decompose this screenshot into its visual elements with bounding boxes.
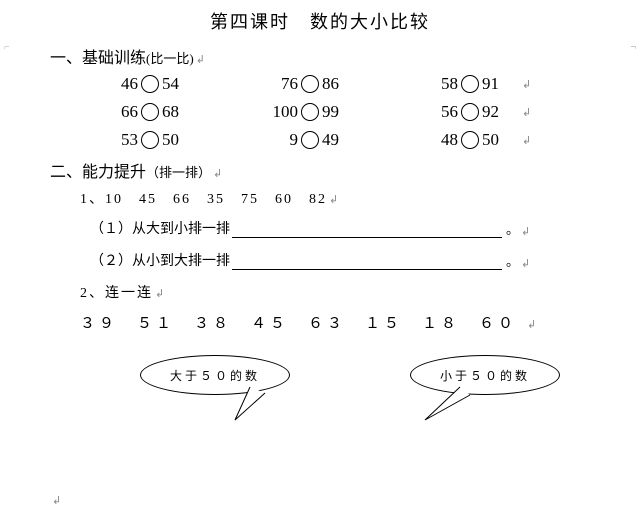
section1-heading-text: 一、基础训练 <box>50 50 146 67</box>
period: 。 <box>506 219 519 238</box>
num-right: 54 <box>162 74 200 94</box>
section2-heading: 二、能力提升（排一排）↲ <box>50 158 590 182</box>
enter-mark: ↲ <box>155 288 166 300</box>
compare-cell: 46 54 <box>100 74 260 94</box>
num-left: 56 <box>420 102 458 122</box>
q2-line: 2、连一连↲ <box>80 282 590 302</box>
enter-mark: ↲ <box>522 106 531 119</box>
circle-blank[interactable] <box>141 75 159 93</box>
answer-blank[interactable] <box>232 256 502 270</box>
circle-blank[interactable] <box>461 75 479 93</box>
circle-blank[interactable] <box>141 131 159 149</box>
bubble-right-tail <box>420 385 480 425</box>
compare-row: 46 54 76 86 58 91↲ <box>100 74 590 94</box>
compare-cell: 100 99 <box>260 102 420 122</box>
compare-cell: 48 50↲ <box>420 130 580 150</box>
q2-nums: ３９ ５１ ３８ ４５ ６３ １５ １８ ６０ <box>80 316 517 332</box>
bubbles-area: 大于５０的数 小于５０的数 <box>80 345 590 415</box>
circle-blank[interactable] <box>461 131 479 149</box>
num-left: 46 <box>100 74 138 94</box>
q1-sub1-label: （１）从大到小排一排 <box>90 218 230 238</box>
section1-sub: (比一比) <box>146 51 194 66</box>
num-right: 86 <box>322 74 360 94</box>
num-left: 58 <box>420 74 458 94</box>
enter-mark: ↲ <box>196 54 205 66</box>
enter-mark: ↲ <box>527 319 540 331</box>
compare-cell: 66 68 <box>100 102 260 122</box>
circle-blank[interactable] <box>301 103 319 121</box>
section1-heading: 一、基础训练(比一比)↲ <box>50 44 590 68</box>
enter-mark: ↲ <box>522 78 531 91</box>
q1-nums: 10 45 66 35 75 60 82 <box>105 192 327 207</box>
q1-sub1: （１）从大到小排一排 。↲ <box>90 218 590 238</box>
num-left: 100 <box>260 102 298 122</box>
answer-blank[interactable] <box>232 224 502 238</box>
num-right: 68 <box>162 102 200 122</box>
bubble-left-text: 大于５０的数 <box>170 367 260 384</box>
num-right: 50 <box>162 130 200 150</box>
bubble-left-tail <box>230 385 290 425</box>
enter-mark: ↲ <box>521 257 530 270</box>
q1-label: 1、 <box>80 192 105 207</box>
ruler-mark-right: ¬ <box>630 42 636 53</box>
q1-sub2: （２）从小到大排一排 。↲ <box>90 250 590 270</box>
compare-grid: 4654 7686 5891↲ 6668 10099 5692↲ 5350 94… <box>100 74 590 150</box>
compare-cell: 56 92↲ <box>420 102 580 122</box>
num-right: 50 <box>482 130 520 150</box>
enter-mark: ↲ <box>329 194 340 206</box>
compare-cell: 76 86 <box>260 74 420 94</box>
compare-row: 66 68 100 99 56 92↲ <box>100 102 590 122</box>
compare-cell: 53 50 <box>100 130 260 150</box>
circle-blank[interactable] <box>141 103 159 121</box>
enter-mark: ↲ <box>521 225 530 238</box>
q2-nums-row: ３９ ５１ ３８ ４５ ６３ １５ １８ ６０ ↲ <box>80 312 590 333</box>
q1-line: 1、10 45 66 35 75 60 82↲ <box>80 188 590 208</box>
num-left: 48 <box>420 130 458 150</box>
num-right: 91 <box>482 74 520 94</box>
section2-sub: （排一排） <box>146 165 211 180</box>
enter-mark: ↲ <box>52 494 61 507</box>
bubble-right-text: 小于５０的数 <box>440 367 530 384</box>
circle-blank[interactable] <box>301 131 319 149</box>
enter-mark: ↲ <box>213 168 222 180</box>
num-right: 99 <box>322 102 360 122</box>
enter-mark: ↲ <box>522 134 531 147</box>
q2-label: 2、连一连 <box>80 286 153 301</box>
num-right: 92 <box>482 102 520 122</box>
circle-blank[interactable] <box>461 103 479 121</box>
compare-row: 5350 949 4850↲ <box>100 130 590 150</box>
num-right: 49 <box>322 130 360 150</box>
circle-blank[interactable] <box>301 75 319 93</box>
num-left: 53 <box>100 130 138 150</box>
page-title: 第四课时 数的大小比较 <box>50 8 590 34</box>
compare-cell: 58 91↲ <box>420 74 580 94</box>
num-left: 76 <box>260 74 298 94</box>
section2-heading-text: 二、能力提升 <box>50 164 146 181</box>
num-left: 9 <box>260 130 298 150</box>
compare-cell: 9 49 <box>260 130 420 150</box>
ruler-mark-left: ⌐ <box>4 42 10 53</box>
q1-sub2-label: （２）从小到大排一排 <box>90 250 230 270</box>
period: 。 <box>506 251 519 270</box>
num-left: 66 <box>100 102 138 122</box>
